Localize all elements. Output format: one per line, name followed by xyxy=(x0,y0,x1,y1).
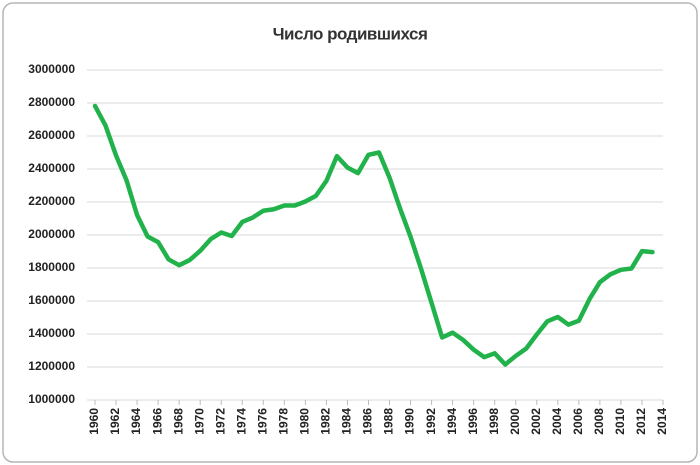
y-tick-label: 1200000 xyxy=(28,359,75,373)
x-tick-label: 1996 xyxy=(466,408,480,435)
x-tick-label: 1970 xyxy=(192,408,206,435)
x-tick-label: 1964 xyxy=(129,408,143,435)
y-tick-label: 1600000 xyxy=(28,293,75,307)
x-tick-label: 1990 xyxy=(403,408,417,435)
y-tick-label: 1400000 xyxy=(28,326,75,340)
x-tick-label: 2002 xyxy=(529,408,543,435)
y-tick-label: 1800000 xyxy=(28,260,75,274)
x-tick-label: 2000 xyxy=(508,408,522,435)
x-tick-label: 2014 xyxy=(655,408,669,435)
y-tick-label: 2600000 xyxy=(28,128,75,142)
x-tick-label: 1984 xyxy=(340,408,354,435)
x-tick-label: 2008 xyxy=(592,408,606,435)
x-tick-label: 1994 xyxy=(445,408,459,435)
chart-title: Число родившихся xyxy=(273,24,428,43)
x-tick-label: 2012 xyxy=(634,408,648,435)
x-tick-label: 1966 xyxy=(150,408,164,435)
x-tick-label: 1978 xyxy=(277,408,291,435)
y-tick-label: 2200000 xyxy=(28,194,75,208)
x-tick-label: 1968 xyxy=(171,408,185,435)
y-tick-label: 2800000 xyxy=(28,95,75,109)
x-tick-label: 1962 xyxy=(108,408,122,435)
y-tick-label: 2400000 xyxy=(28,161,75,175)
x-tick-label: 2010 xyxy=(613,408,627,435)
x-tick-label: 1992 xyxy=(424,408,438,435)
x-tick-label: 1986 xyxy=(361,408,375,435)
x-tick-label: 1960 xyxy=(87,408,101,435)
y-tick-label: 1000000 xyxy=(28,392,75,406)
y-tick-label: 2000000 xyxy=(28,227,75,241)
data-line xyxy=(92,103,655,367)
y-tick-label: 3000000 xyxy=(28,62,75,76)
x-tick-label: 1982 xyxy=(319,408,333,435)
x-tick-label: 1988 xyxy=(382,408,396,435)
x-tick-label: 2004 xyxy=(550,408,564,435)
x-tick-label: 1972 xyxy=(213,408,227,435)
x-tick-label: 1998 xyxy=(487,408,501,435)
x-tick-label: 1974 xyxy=(234,408,248,435)
x-tick-label: 2006 xyxy=(571,408,585,435)
x-tick-label: 1980 xyxy=(298,408,312,435)
x-tick-label: 1976 xyxy=(255,408,269,435)
